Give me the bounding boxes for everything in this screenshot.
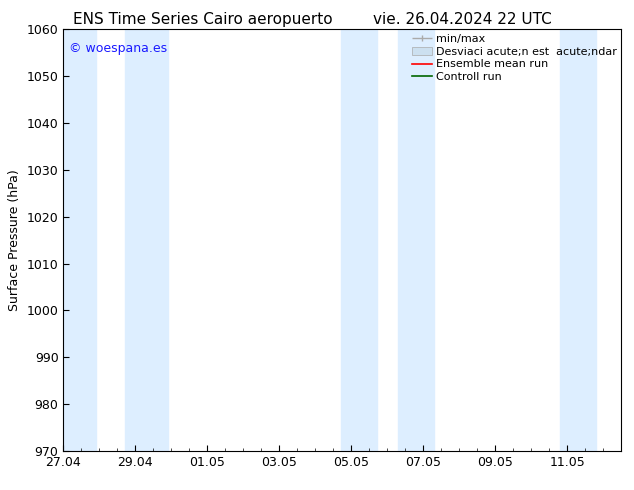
Text: ENS Time Series Cairo aeropuerto: ENS Time Series Cairo aeropuerto	[73, 12, 333, 27]
Bar	[398, 29, 434, 451]
Text: © woespana.es: © woespana.es	[69, 42, 167, 55]
Text: vie. 26.04.2024 22 UTC: vie. 26.04.2024 22 UTC	[373, 12, 552, 27]
Bar	[125, 29, 168, 451]
Bar	[560, 29, 596, 451]
Bar	[340, 29, 377, 451]
Legend: min/max, Desviaci acute;n est  acute;ndar, Ensemble mean run, Controll run: min/max, Desviaci acute;n est acute;ndar…	[410, 32, 619, 84]
Bar	[63, 29, 96, 451]
Y-axis label: Surface Pressure (hPa): Surface Pressure (hPa)	[8, 169, 21, 311]
